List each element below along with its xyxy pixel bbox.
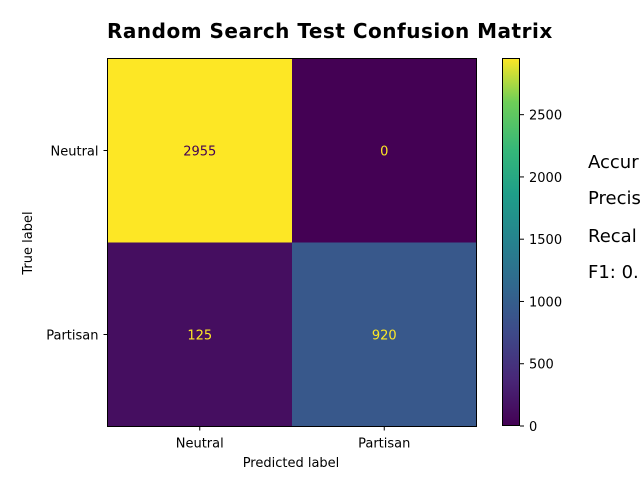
- matrix-frame: [107, 58, 477, 427]
- matrix-cell: [292, 242, 477, 427]
- y-axis-label: True label: [21, 211, 36, 275]
- matrix-cell: [107, 242, 292, 427]
- colorbar-tick-label: 1500: [529, 233, 562, 248]
- colorbar: [502, 58, 520, 426]
- x-axis-label: Predicted label: [243, 456, 340, 471]
- cell-value-label: 2955: [183, 145, 216, 160]
- y-tick-label: Neutral: [51, 145, 99, 160]
- metric-recall: Recal: [588, 226, 637, 247]
- matrix-cell-labels: 2955 0 125 920: [183, 145, 396, 344]
- x-tick-label: Partisan: [358, 437, 410, 452]
- y-axis-ticks: Neutral Partisan: [46, 145, 108, 344]
- colorbar-tick-label: 2000: [529, 171, 562, 186]
- matrix-cell: [107, 58, 292, 243]
- y-tick-label: Partisan: [46, 329, 98, 344]
- matrix-cells: [107, 58, 477, 427]
- cell-value-label: 125: [187, 329, 212, 344]
- metric-f1: F1: 0.: [588, 262, 639, 283]
- cell-value-label: 920: [372, 329, 397, 344]
- cell-value-label: 0: [380, 145, 388, 160]
- colorbar-tick-label: 2500: [529, 109, 562, 124]
- chart-title: Random Search Test Confusion Matrix: [107, 19, 553, 43]
- colorbar-tick-label: 500: [529, 358, 554, 373]
- colorbar-ticks: 0 500 1000 1500 2000 2500: [520, 109, 562, 435]
- matrix-cell: [292, 58, 477, 243]
- colorbar-tick-label: 1000: [529, 295, 562, 310]
- metric-accuracy: Accur: [588, 152, 639, 173]
- x-tick-label: Neutral: [176, 437, 224, 452]
- colorbar-tick-label: 0: [529, 420, 537, 435]
- metric-precision: Precis: [588, 188, 640, 209]
- colorbar-frame: [502, 58, 520, 426]
- x-axis-ticks: Neutral Partisan: [176, 426, 410, 452]
